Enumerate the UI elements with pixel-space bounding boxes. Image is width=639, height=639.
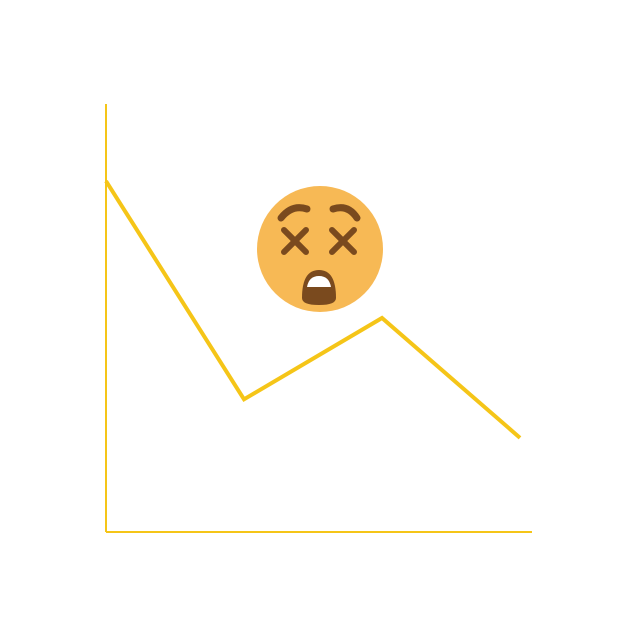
emoji-face xyxy=(257,186,383,312)
series-line-0 xyxy=(104,179,522,440)
emoji-mouth xyxy=(302,270,336,305)
emoji-right-x-eye xyxy=(329,227,357,255)
axes xyxy=(105,104,532,533)
emoji-right-eyebrow xyxy=(329,204,361,222)
dizzy-face-emoji-icon xyxy=(257,186,383,312)
emoji-left-x-eye xyxy=(281,227,309,255)
emoji-left-eyebrow xyxy=(277,204,311,222)
emoji-teeth xyxy=(307,276,331,287)
series-layer xyxy=(104,179,522,440)
